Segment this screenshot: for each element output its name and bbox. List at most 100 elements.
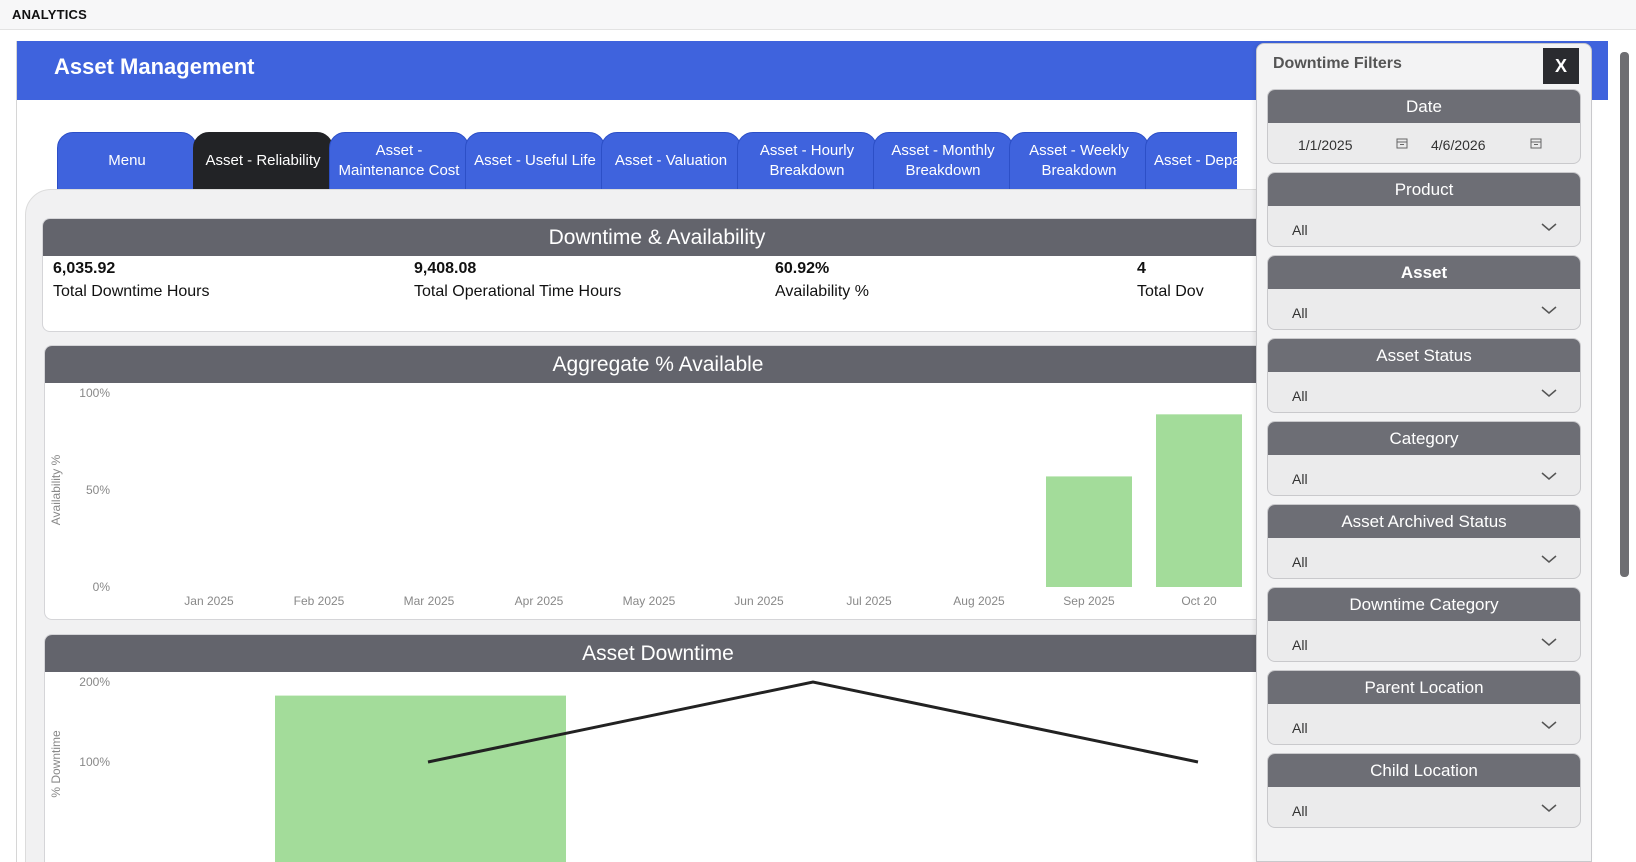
filters-panel-title: Downtime Filters <box>1273 55 1402 72</box>
filter-value: All <box>1292 720 1308 736</box>
kpi-total-downtime: 6,035.92 Total Downtime Hours <box>53 260 210 301</box>
downtime-filters-panel: Downtime Filters X Date 1/1/2025 4/6/202… <box>1256 43 1592 862</box>
bar[interactable] <box>275 695 566 862</box>
page-title: Asset Management <box>54 54 255 79</box>
x-tick-label: Apr 2025 <box>515 594 564 608</box>
start-date-input[interactable]: 1/1/2025 <box>1298 137 1353 153</box>
filter-asset-status[interactable]: Asset Status All <box>1267 338 1581 413</box>
filter-label: Asset Status <box>1268 339 1580 372</box>
x-tick-label: Jan 2025 <box>184 594 234 608</box>
kpi-label: Total Dov <box>1137 283 1204 300</box>
tab-asset-department[interactable]: Asset - Departi <box>1145 132 1237 190</box>
filter-value: All <box>1292 222 1308 238</box>
filter-value: All <box>1292 803 1308 819</box>
x-tick-label: Jul 2025 <box>846 594 892 608</box>
chevron-down-icon[interactable] <box>1540 384 1558 402</box>
calendar-icon[interactable] <box>1396 137 1408 149</box>
tab-asset-useful-life[interactable]: Asset - Useful Life <box>465 132 605 190</box>
chevron-down-icon[interactable] <box>1540 716 1558 734</box>
tab-asset-reliability[interactable]: Asset - Reliability <box>193 132 333 190</box>
tab-menu[interactable]: Menu <box>57 132 197 190</box>
filter-asset-archived-status[interactable]: Asset Archived Status All <box>1267 504 1581 579</box>
y-tick-label: 200% <box>79 675 110 689</box>
kpi-section: Downtime & Availability 6,035.92 Total D… <box>42 218 1272 332</box>
filter-label: Asset <box>1268 256 1580 289</box>
top-bar: ANALYTICS <box>0 0 1636 30</box>
x-tick-label: Mar 2025 <box>404 594 455 608</box>
chart-title: Aggregate % Available <box>45 346 1271 383</box>
filter-value: All <box>1292 637 1308 653</box>
tab-label: Asset - Weekly Breakdown <box>1029 142 1129 179</box>
availability-bar-chart: Availability % 100% 50% 0% Jan 2025 Feb 202… <box>49 386 1242 608</box>
chevron-down-icon[interactable] <box>1540 633 1558 651</box>
y-axis-label: Availability % <box>49 454 63 525</box>
tab-label: Asset - Reliability <box>205 152 321 169</box>
kpi-availability: 60.92% Availability % <box>775 260 869 301</box>
kpi-value: 9,408.08 <box>414 260 477 277</box>
filter-asset[interactable]: Asset All <box>1267 255 1581 330</box>
tab-label: Asset - Maintenance Cost <box>338 142 460 179</box>
filter-value: All <box>1292 305 1308 321</box>
tab-asset-maintenance-cost[interactable]: Asset - Maintenance Cost <box>329 132 469 190</box>
app-section-title: ANALYTICS <box>12 7 87 22</box>
chevron-down-icon[interactable] <box>1540 550 1558 568</box>
downtime-chart-section: Asset Downtime % Downtime 200% 100% <box>44 634 1272 862</box>
close-button[interactable]: X <box>1543 48 1579 84</box>
kpi-total-operational-time: 9,408.08 Total Operational Time Hours <box>414 260 621 301</box>
calendar-icon[interactable] <box>1530 137 1542 149</box>
y-tick-label: 100% <box>79 386 110 400</box>
availability-chart-section: Aggregate % Available Availability % 100… <box>44 345 1272 620</box>
filter-label: Date <box>1268 90 1580 123</box>
tab-asset-valuation[interactable]: Asset - Valuation <box>601 132 741 190</box>
tab-label: Asset - Valuation <box>614 152 728 169</box>
x-tick-label: Jun 2025 <box>734 594 784 608</box>
kpi-label: Total Operational Time Hours <box>414 283 622 300</box>
tab-bar: Menu Asset - Reliability Asset - Mainten… <box>57 132 1237 190</box>
filter-product[interactable]: Product All <box>1267 172 1581 247</box>
chevron-down-icon[interactable] <box>1540 218 1558 236</box>
x-tick-label: Oct 20 <box>1181 594 1217 608</box>
x-tick-label: Sep 2025 <box>1063 594 1115 608</box>
kpi-value: 4 <box>1137 260 1146 277</box>
tab-label: Asset - Departi <box>1154 152 1237 169</box>
downtime-bar-line-chart: % Downtime 200% 100% <box>49 675 1199 862</box>
tab-label: Asset - Useful Life <box>474 152 596 169</box>
tab-asset-hourly-breakdown[interactable]: Asset - Hourly Breakdown <box>737 132 877 190</box>
bar[interactable] <box>1156 414 1242 587</box>
kpi-value: 60.92% <box>775 260 830 277</box>
tab-asset-monthly-breakdown[interactable]: Asset - Monthly Breakdown <box>873 132 1013 190</box>
end-date-input[interactable]: 4/6/2026 <box>1431 137 1486 153</box>
filter-downtime-category[interactable]: Downtime Category All <box>1267 587 1581 662</box>
filter-value: All <box>1292 388 1308 404</box>
tab-label: Asset - Hourly Breakdown <box>759 142 855 179</box>
filter-label: Downtime Category <box>1268 588 1580 621</box>
page-scrollbar[interactable] <box>1620 52 1629 577</box>
y-tick-label: 50% <box>86 483 110 497</box>
x-tick-label: May 2025 <box>623 594 676 608</box>
filter-label: Category <box>1268 422 1580 455</box>
downtime-line[interactable] <box>427 680 1199 764</box>
kpi-total-downtime-events: 4 Total Dov <box>1137 260 1204 301</box>
y-axis-label: % Downtime <box>49 730 63 798</box>
bar[interactable] <box>1046 476 1132 587</box>
filter-category[interactable]: Category All <box>1267 421 1581 496</box>
kpi-label: Availability % <box>775 283 869 300</box>
tab-label: Asset - Monthly Breakdown <box>891 142 995 179</box>
filter-label: Child Location <box>1268 754 1580 787</box>
filter-parent-location[interactable]: Parent Location All <box>1267 670 1581 745</box>
filter-label: Product <box>1268 173 1580 206</box>
chevron-down-icon[interactable] <box>1540 467 1558 485</box>
filter-value: All <box>1292 554 1308 570</box>
tab-asset-weekly-breakdown[interactable]: Asset - Weekly Breakdown <box>1009 132 1149 190</box>
report-canvas: Downtime & Availability 6,035.92 Total D… <box>25 189 1272 862</box>
x-tick-label: Feb 2025 <box>294 594 345 608</box>
y-tick-label: 100% <box>79 755 110 769</box>
filter-date: Date 1/1/2025 4/6/2026 <box>1267 89 1581 164</box>
x-tick-label: Aug 2025 <box>953 594 1005 608</box>
kpi-value: 6,035.92 <box>53 260 116 277</box>
chevron-down-icon[interactable] <box>1540 799 1558 817</box>
filter-child-location[interactable]: Child Location All <box>1267 753 1581 828</box>
kpi-section-title: Downtime & Availability <box>43 219 1271 256</box>
tab-label: Menu <box>108 152 146 169</box>
chevron-down-icon[interactable] <box>1540 301 1558 319</box>
